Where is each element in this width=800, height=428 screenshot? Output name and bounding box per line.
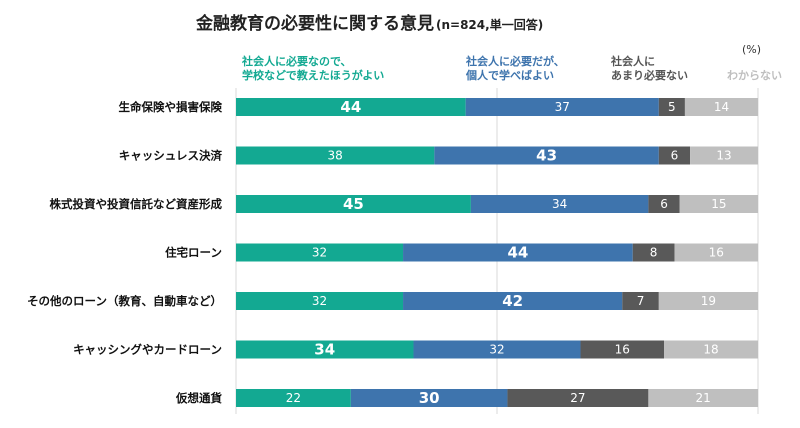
bar-segment <box>658 146 691 165</box>
value-label: 32 <box>489 343 504 357</box>
bar-segment <box>236 195 471 213</box>
chart-subtitle: (n=824,単一回答) <box>436 17 543 32</box>
bar-segment <box>236 340 414 359</box>
category-label: 株式投資や投資信託など資産形成 <box>50 197 223 211</box>
legend: 社会人に必要なので、学校などで教えたほうがよい 社会人に必要だが、個人で学べばよい… <box>241 54 782 82</box>
value-label: 6 <box>671 149 679 163</box>
bar-segment <box>622 292 659 310</box>
bar-segment <box>674 243 758 262</box>
value-label: 8 <box>650 246 658 260</box>
value-label: 44 <box>340 98 361 116</box>
unit-label: (%) <box>742 43 761 56</box>
bar-segment <box>507 389 649 407</box>
value-label: 16 <box>615 343 630 357</box>
value-label: 5 <box>668 100 676 114</box>
bar-segment <box>350 389 508 407</box>
bar-segment <box>434 146 659 165</box>
bar-segment <box>413 340 581 359</box>
legend-entry-0-line-1: 学校などで教えたほうがよい <box>242 68 384 82</box>
value-label: 15 <box>711 197 726 211</box>
bars: 生命保険や損害保険 44 37 5 14 キャッシュレス決済 38 43 6 13 株式投資や投資信… <box>27 98 758 407</box>
legend-entry-2-line-0: 社会人に <box>610 54 655 68</box>
value-label: 27 <box>570 391 585 405</box>
value-label: 42 <box>502 292 523 310</box>
legend-entry-0-line-0: 社会人に必要なので、 <box>241 54 352 68</box>
value-label: 19 <box>701 294 716 308</box>
bar-segment <box>236 98 466 116</box>
value-label: 6 <box>660 197 668 211</box>
value-label: 21 <box>696 391 711 405</box>
bar-segment <box>648 389 758 407</box>
category-label: 住宅ローン <box>165 246 222 260</box>
value-label: 43 <box>536 147 557 165</box>
category-label: 生命保険や損害保険 <box>119 100 223 114</box>
bar-segment <box>690 146 758 165</box>
category-label: キャッシングやカードローン <box>73 343 222 357</box>
bar-segment <box>236 389 351 407</box>
value-label: 7 <box>637 294 645 308</box>
bar-segment <box>470 195 649 213</box>
legend-entry-1-line-0: 社会人に必要だが、 <box>465 54 565 68</box>
value-label: 44 <box>507 244 528 262</box>
bar-segment <box>679 195 758 213</box>
bar-segment <box>632 243 675 262</box>
value-label: 14 <box>714 100 729 114</box>
bar-segment <box>658 98 685 116</box>
bar-segment <box>580 340 665 359</box>
value-label: 32 <box>312 246 327 260</box>
value-label: 34 <box>314 341 335 359</box>
legend-entry-1-line-1: 個人で学べばよい <box>465 68 554 82</box>
bar-segment <box>648 195 680 213</box>
bar-segment <box>658 292 758 310</box>
value-label: 30 <box>419 389 440 407</box>
chart-title: 金融教育の必要性に関する意見 <box>195 13 434 34</box>
category-label: キャッシュレス決済 <box>119 149 223 163</box>
bar-segment <box>403 292 623 310</box>
bar-segment <box>236 146 435 165</box>
value-label: 45 <box>343 195 364 213</box>
value-label: 38 <box>328 149 343 163</box>
value-label: 13 <box>716 149 731 163</box>
category-label: その他のローン（教育、自動車など） <box>27 294 222 308</box>
value-label: 34 <box>552 197 567 211</box>
value-label: 32 <box>312 294 327 308</box>
bar-segment <box>664 340 758 359</box>
category-label: 仮想通貨 <box>175 391 222 405</box>
bar-segment <box>236 292 404 310</box>
legend-entry-2-line-1: あまり必要ない <box>611 68 688 82</box>
bar-segment <box>236 243 404 262</box>
legend-entry-3-line-0: わからない <box>727 69 782 82</box>
bar-segment <box>403 243 633 262</box>
value-label: 22 <box>286 391 301 405</box>
value-label: 18 <box>703 343 718 357</box>
value-label: 37 <box>555 100 570 114</box>
value-label: 16 <box>709 246 724 260</box>
bar-segment <box>684 98 758 116</box>
bar-segment <box>465 98 659 116</box>
